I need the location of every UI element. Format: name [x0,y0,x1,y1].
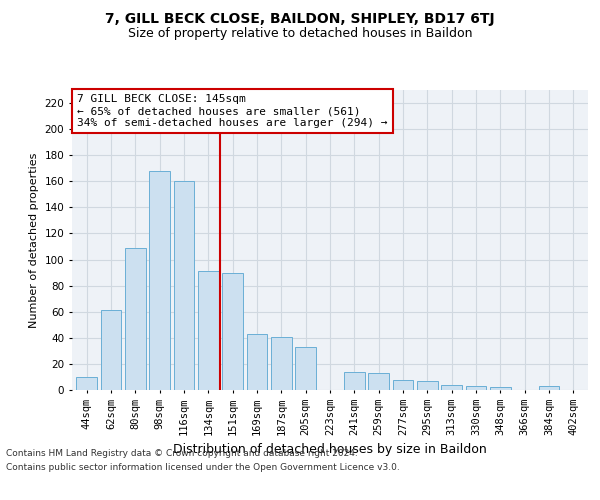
Bar [125,248,146,390]
Text: Contains HM Land Registry data © Crown copyright and database right 2024.: Contains HM Land Registry data © Crown c… [6,448,358,458]
Bar [295,347,316,390]
Y-axis label: Number of detached properties: Number of detached properties [29,152,39,328]
Text: 7, GILL BECK CLOSE, BAILDON, SHIPLEY, BD17 6TJ: 7, GILL BECK CLOSE, BAILDON, SHIPLEY, BD… [105,12,495,26]
Bar [271,336,292,390]
Bar [442,385,462,390]
Bar [392,380,413,390]
Bar [173,182,194,390]
Bar [198,272,218,390]
Bar [149,171,170,390]
Bar [222,272,243,390]
Bar [101,310,121,390]
Bar [490,388,511,390]
Bar [368,373,389,390]
Bar [247,334,268,390]
Text: Size of property relative to detached houses in Baildon: Size of property relative to detached ho… [128,28,472,40]
X-axis label: Distribution of detached houses by size in Baildon: Distribution of detached houses by size … [173,444,487,456]
Text: Contains public sector information licensed under the Open Government Licence v3: Contains public sector information licen… [6,464,400,472]
Bar [539,386,559,390]
Bar [466,386,487,390]
Bar [76,377,97,390]
Bar [417,381,438,390]
Text: 7 GILL BECK CLOSE: 145sqm
← 65% of detached houses are smaller (561)
34% of semi: 7 GILL BECK CLOSE: 145sqm ← 65% of detac… [77,94,388,128]
Bar [344,372,365,390]
